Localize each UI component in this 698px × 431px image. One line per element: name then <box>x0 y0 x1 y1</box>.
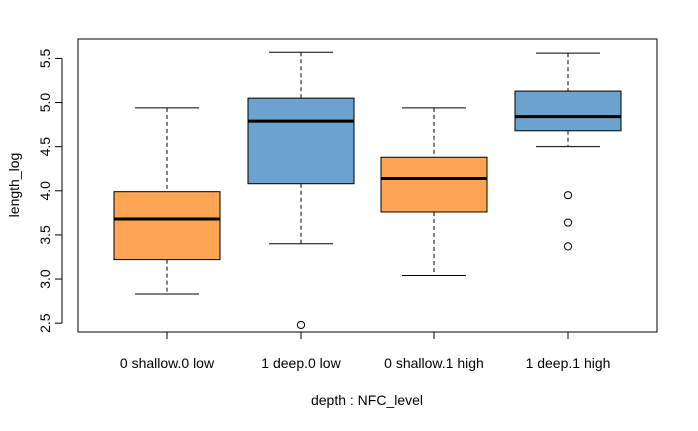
y-tick-label: 3.5 <box>37 225 53 245</box>
y-tick-label: 5.0 <box>37 93 53 113</box>
y-tick-label: 4.5 <box>37 137 53 157</box>
box-iqr <box>380 156 488 213</box>
x-tick-label: 1 deep.1 high <box>526 355 611 371</box>
outlier-point <box>563 218 573 227</box>
y-axis: 2.5 3.0 3.5 4.0 4.5 5.0 5.5 <box>37 48 63 333</box>
outlier-point <box>563 242 573 251</box>
box-iqr <box>514 90 622 132</box>
y-tick-label: 5.5 <box>37 48 53 68</box>
box-iqr <box>247 97 355 185</box>
outlier-point <box>296 320 306 330</box>
y-tick-label: 3.0 <box>37 269 53 289</box>
boxes-group <box>113 51 622 330</box>
y-tick-label: 4.0 <box>37 181 53 201</box>
outlier-point <box>563 191 573 200</box>
x-tick-label: 1 deep.0 low <box>261 355 341 371</box>
plot-frame <box>77 38 658 333</box>
box-iqr <box>113 191 221 261</box>
x-tick-label: 0 shallow.0 low <box>120 355 215 371</box>
x-axis: 0 shallow.0 low 1 deep.0 low 0 shallow.1 h… <box>120 331 611 371</box>
y-tick-label: 2.5 <box>37 313 53 333</box>
y-axis-title: length_log <box>6 153 22 218</box>
x-tick-label: 0 shallow.1 high <box>384 355 484 371</box>
x-axis-title: depth : NFC_level <box>311 392 423 408</box>
